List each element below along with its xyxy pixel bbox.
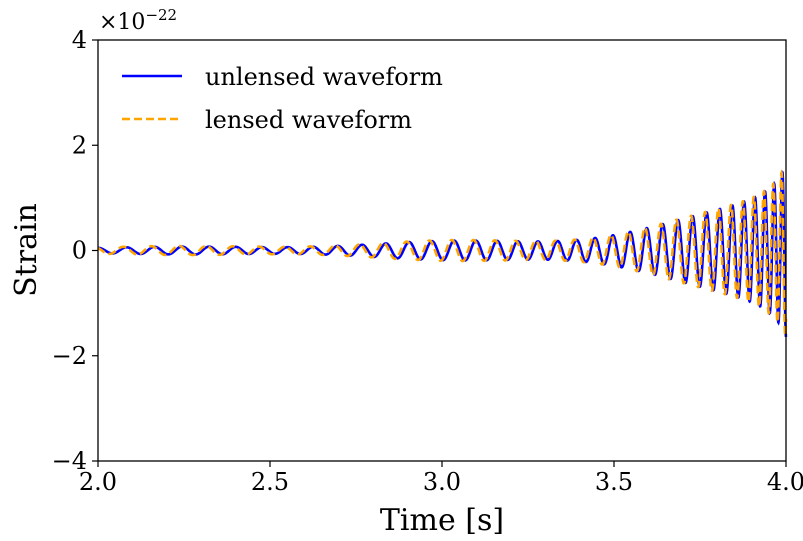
x-tick-label: 2.5 [251, 468, 289, 496]
legend-label-lensed: lensed waveform [205, 106, 412, 134]
x-axis-ticks: 2.0 2.5 3.0 3.5 4.0 [79, 461, 803, 496]
legend-label-unlensed: unlensed waveform [205, 63, 443, 91]
y-offset-text: ×10−22 [99, 6, 177, 35]
plot-area [97, 169, 788, 339]
series-line-unlensed [98, 169, 788, 337]
y-offset-base: ×10 [99, 10, 145, 35]
y-axis-ticks: −4 −2 0 2 4 [52, 26, 98, 475]
y-tick-label: −4 [52, 447, 87, 475]
y-offset-exponent: −22 [145, 6, 177, 24]
y-tick-label: −2 [52, 342, 87, 370]
x-tick-label: 4.0 [767, 468, 803, 496]
y-tick-label: 0 [72, 237, 87, 265]
x-tick-label: 3.0 [423, 468, 461, 496]
y-tick-label: 2 [72, 131, 87, 159]
series-line-lensed [97, 169, 788, 339]
y-axis-label: Strain [9, 203, 44, 297]
x-tick-label: 2.0 [79, 468, 117, 496]
legend: unlensed waveform lensed waveform [122, 63, 443, 134]
y-tick-label: 4 [72, 26, 87, 54]
x-axis-label: Time [s] [380, 503, 504, 538]
x-tick-label: 3.5 [595, 468, 633, 496]
